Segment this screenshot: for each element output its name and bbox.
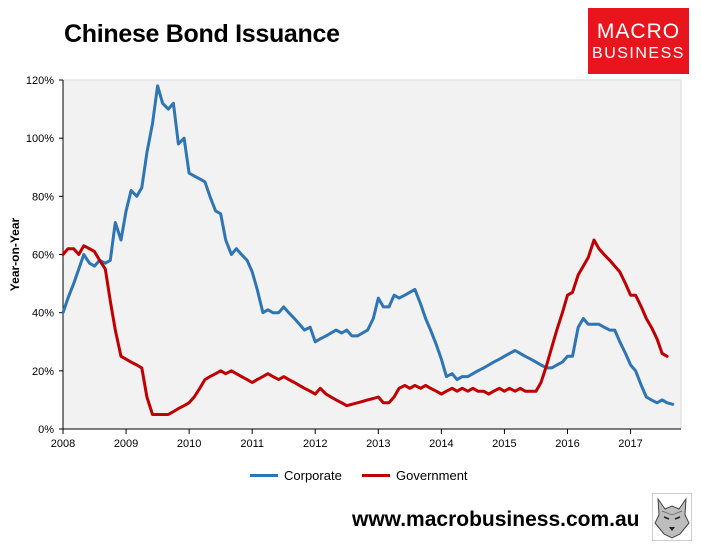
macrobusiness-logo: MACRO BUSINESS — [588, 8, 689, 74]
wolf-mascot-icon — [652, 493, 692, 541]
legend-label-government: Government — [396, 468, 468, 483]
footer-website-url: www.macrobusiness.com.au — [352, 508, 640, 531]
y-axis-label: Year-on-Year — [8, 217, 22, 291]
legend-swatch-corporate — [250, 474, 278, 477]
legend-swatch-government — [362, 474, 390, 477]
logo-line-2: BUSINESS — [592, 45, 685, 62]
y-tick-label: 40% — [32, 308, 54, 320]
x-tick-label: 2013 — [366, 438, 390, 450]
y-tick-label: 120% — [26, 75, 54, 87]
legend-label-corporate: Corporate — [284, 468, 342, 483]
x-tick-label: 2016 — [555, 438, 579, 450]
x-tick-label: 2017 — [618, 438, 642, 450]
x-tick-label: 2010 — [177, 438, 201, 450]
y-tick-label: 60% — [32, 250, 54, 262]
x-tick-label: 2014 — [429, 438, 453, 450]
y-tick-label: 80% — [32, 191, 54, 203]
chart-legend: Corporate Government — [0, 468, 701, 488]
x-tick-label: 2009 — [114, 438, 138, 450]
series-line-corporate — [61, 84, 675, 406]
y-tick-label: 100% — [26, 133, 54, 145]
legend-item-government: Government — [362, 468, 468, 483]
y-tick-label: 20% — [32, 366, 54, 378]
legend-item-corporate: Corporate — [250, 468, 342, 483]
y-tick-label: 0% — [38, 424, 54, 436]
line-chart: 0% 20% 40% 60% 80% 100% 120% 2008 2009 2010 2011 20… — [8, 75, 682, 450]
logo-line-1: MACRO — [596, 20, 681, 43]
chart-title: Chinese Bond Issuance — [64, 20, 340, 48]
x-tick-label: 2008 — [51, 438, 75, 450]
series-line-government — [61, 238, 669, 416]
x-tick-label: 2012 — [303, 438, 327, 450]
x-tick-label: 2011 — [240, 438, 264, 450]
x-tick-label: 2015 — [492, 438, 516, 450]
